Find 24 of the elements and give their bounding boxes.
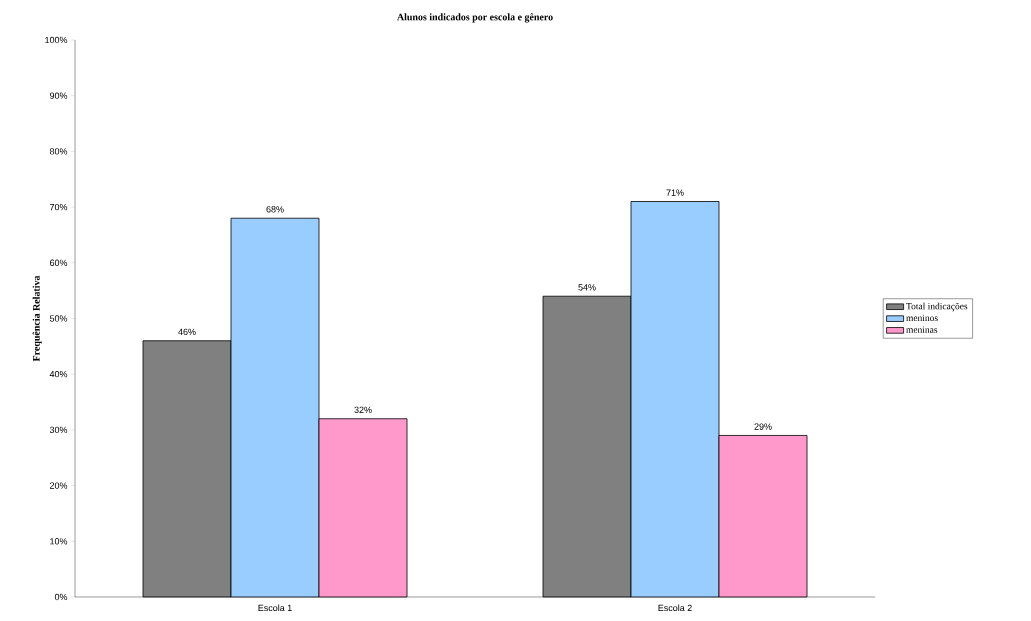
y-tick-label: 40% (49, 371, 68, 378)
y-tick-label: 100% (45, 36, 68, 44)
x-tick-label: Escola 2 (658, 604, 692, 612)
data-label: 54% (578, 284, 596, 291)
legend-label: meninos (906, 314, 938, 322)
y-tick-label: 10% (50, 538, 68, 545)
y-tick-label: 30% (49, 426, 68, 434)
y-tick-label: 70% (50, 203, 68, 211)
x-tick-label: Escola 1 (258, 604, 292, 612)
data-label: 32% (354, 406, 372, 414)
data-label: 46% (178, 328, 196, 336)
y-tick-label: 50% (49, 315, 68, 322)
data-label: 68% (266, 206, 284, 213)
legend-label: meninas (906, 326, 938, 333)
y-tick-label: 90% (49, 92, 68, 99)
y-axis-title: Frequência Relativa (32, 275, 42, 362)
data-label: 71% (666, 189, 684, 196)
data-label: 29% (754, 423, 772, 430)
y-tick-label: 60% (50, 259, 68, 266)
y-tick-label: 80% (49, 148, 68, 155)
legend-label: Total indicações (906, 302, 968, 312)
chart-title: Alunos indicados por escola e gênero (397, 13, 553, 23)
y-tick-label: 0% (54, 593, 68, 601)
y-tick-label: 20% (50, 482, 68, 489)
